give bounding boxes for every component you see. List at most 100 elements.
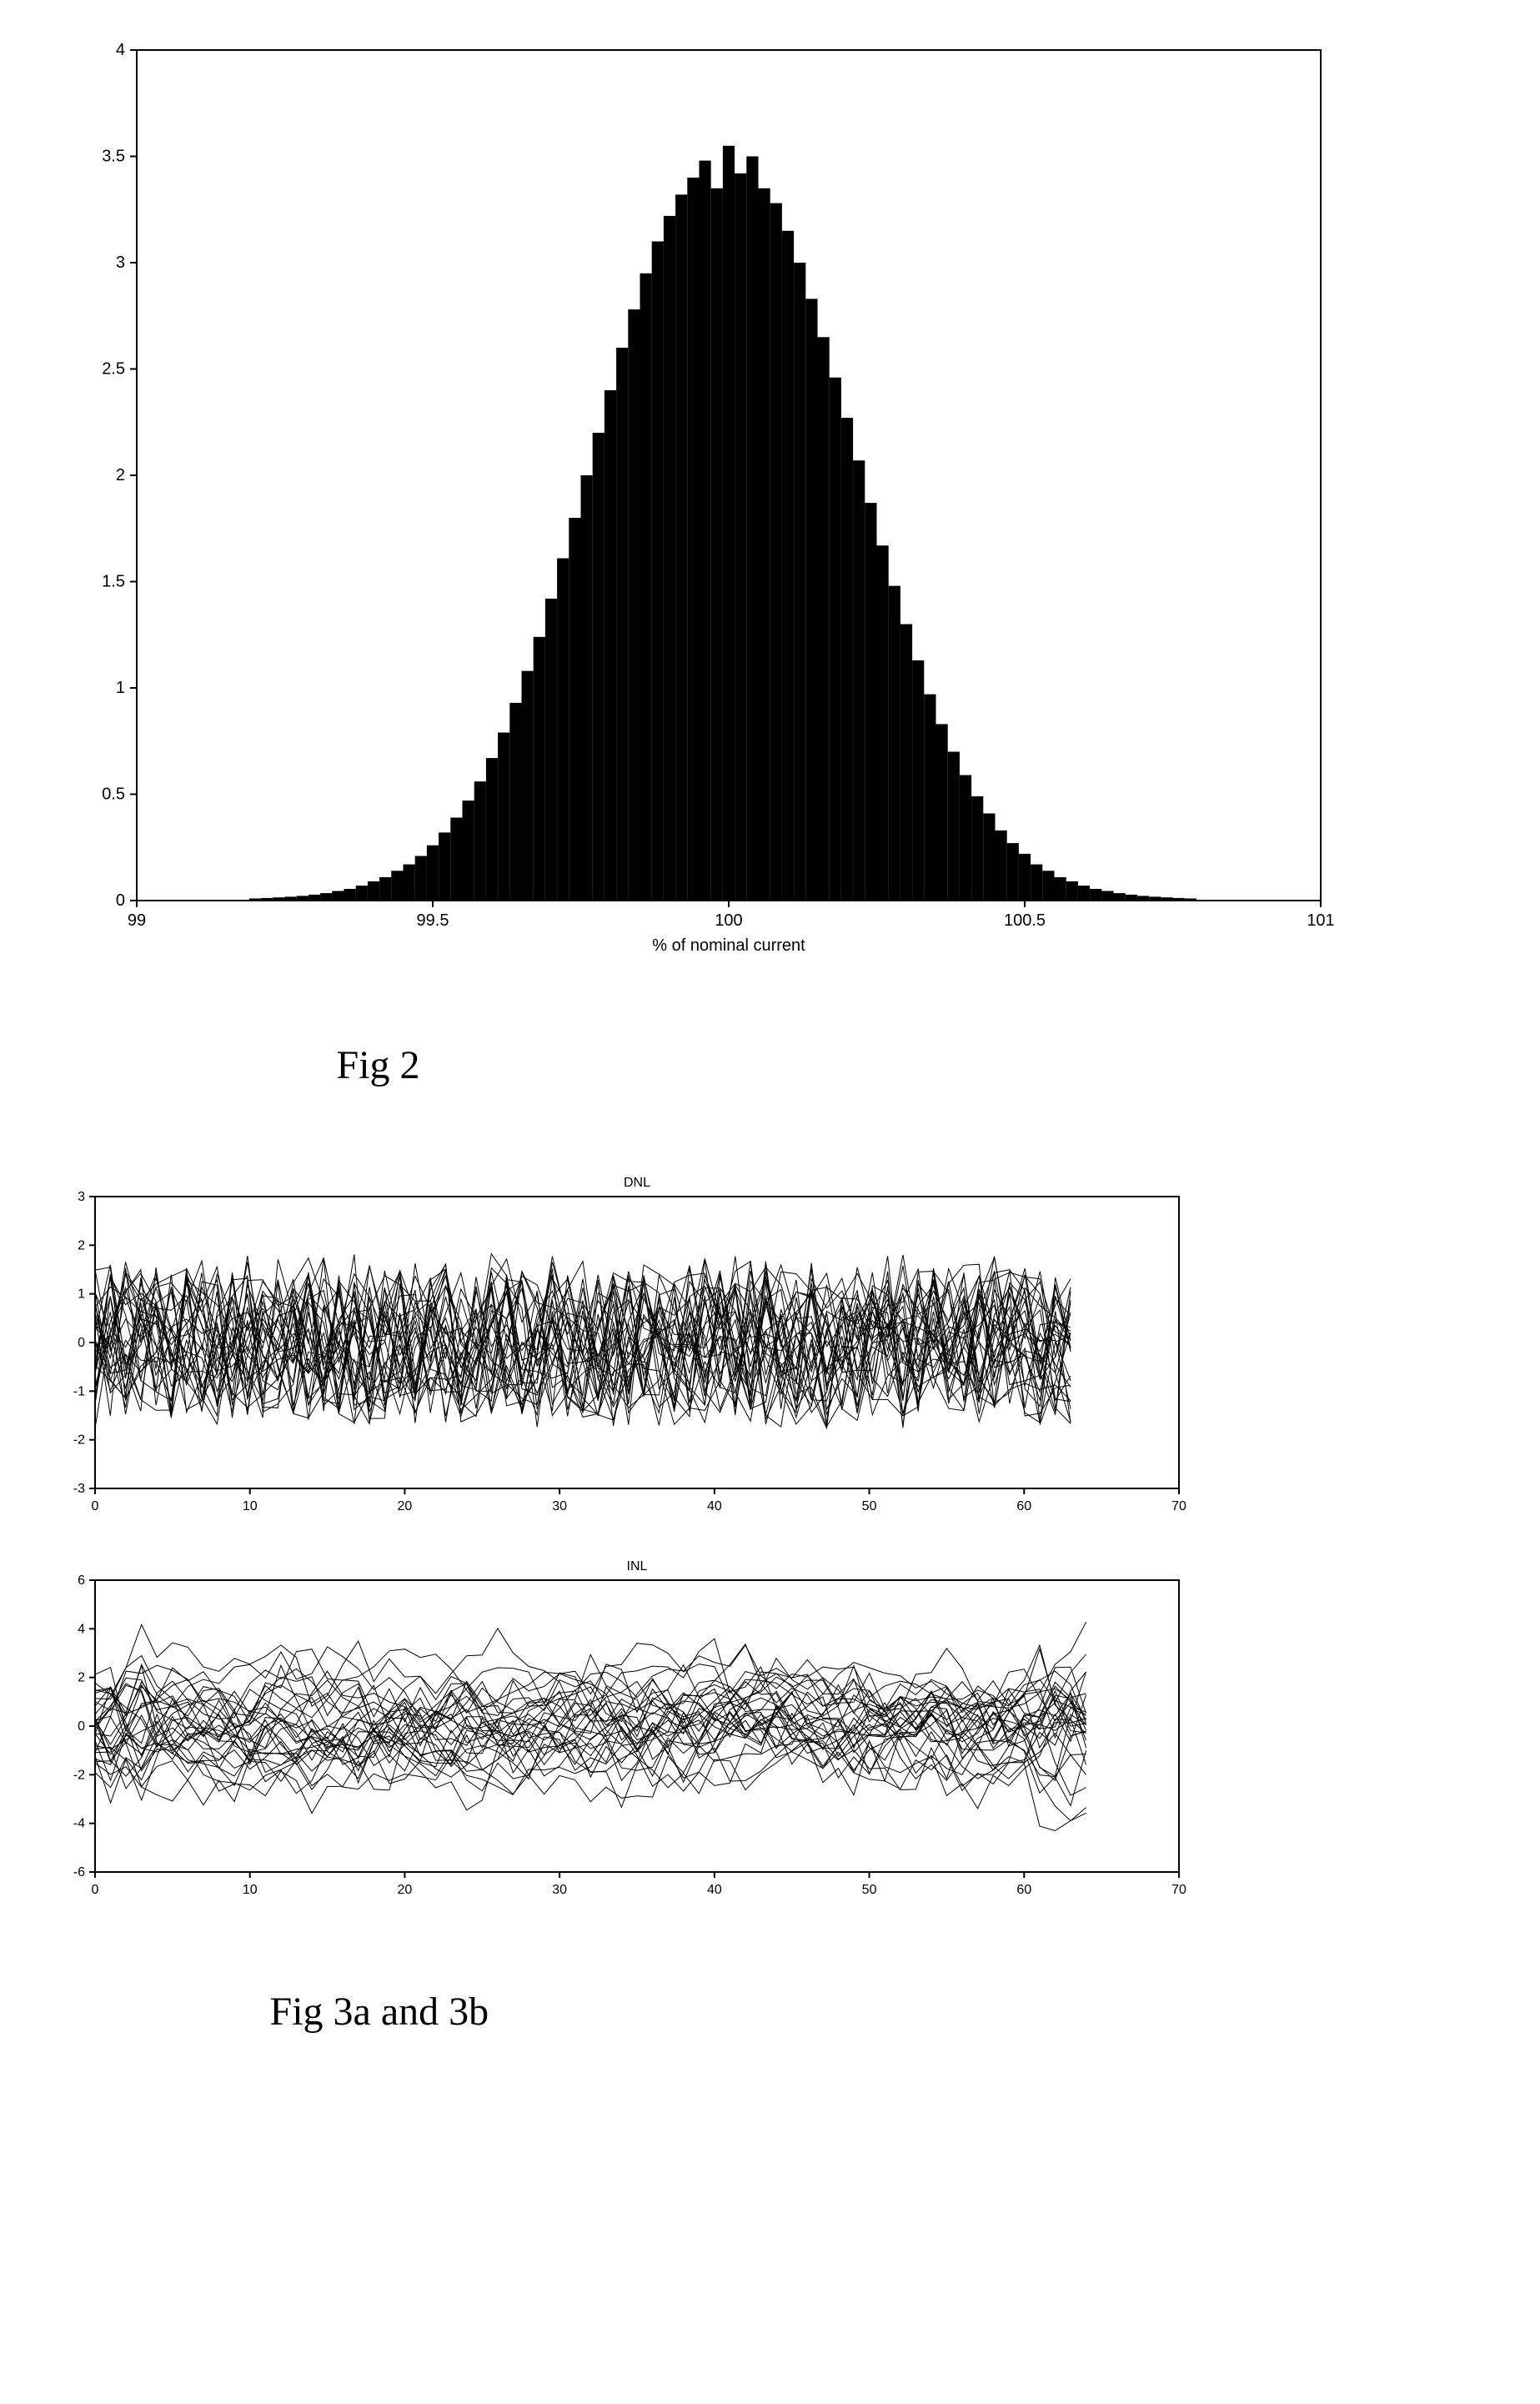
histogram-bar — [521, 671, 533, 901]
histogram-bar — [817, 337, 829, 901]
y-tick-label: -4 — [73, 1817, 84, 1831]
histogram-bar — [474, 781, 485, 901]
trace-line — [95, 1256, 1071, 1425]
histogram-bar — [628, 309, 640, 901]
histogram-bar — [273, 897, 284, 901]
histogram-bar — [1184, 899, 1196, 901]
x-tick-label: 0 — [91, 1499, 98, 1513]
y-tick-label: 3.5 — [102, 148, 125, 166]
y-tick-label: -2 — [73, 1433, 84, 1448]
x-tick-label: 20 — [397, 1883, 412, 1897]
histogram-bar — [367, 881, 379, 901]
y-tick-label: -3 — [73, 1482, 84, 1496]
histogram-bar — [557, 559, 569, 901]
histogram-bar — [616, 348, 628, 901]
histogram-bar — [1031, 865, 1042, 901]
histogram-bar — [1125, 895, 1136, 901]
histogram-bar — [675, 194, 687, 901]
y-tick-label: 1.5 — [102, 573, 125, 591]
trace-line — [95, 1644, 1086, 1809]
histogram-bar — [1172, 898, 1184, 901]
y-tick-label: 1 — [78, 1287, 85, 1302]
y-tick-label: 3 — [78, 1190, 85, 1204]
trace-line — [95, 1257, 1071, 1425]
histogram-bar — [344, 889, 355, 901]
dnl-chart: DNL010203040506070-3-2-10123 — [37, 1163, 1504, 1530]
histogram-bar — [900, 625, 911, 901]
x-tick-label: 40 — [706, 1499, 721, 1513]
histogram-bar — [485, 758, 497, 901]
figure-2-block: 9999.5100100.510100.511.522.533.54% of n… — [37, 33, 1504, 1088]
y-tick-label: 2 — [78, 1238, 85, 1252]
x-tick-label: 70 — [1171, 1883, 1186, 1897]
histogram-bar — [308, 895, 319, 901]
histogram-bar — [391, 871, 403, 901]
histogram-bar — [592, 433, 604, 901]
x-tick-label: 10 — [242, 1883, 257, 1897]
histogram-bar — [426, 846, 438, 901]
x-tick-label: 50 — [861, 1499, 876, 1513]
histogram-bar — [853, 460, 865, 901]
x-tick-label: 99 — [127, 911, 145, 930]
histogram-bar — [1077, 886, 1089, 901]
y-tick-label: 6 — [78, 1573, 85, 1588]
histogram-bar — [758, 188, 770, 901]
histogram-bar — [1149, 896, 1161, 901]
y-tick-label: 4 — [115, 41, 124, 59]
plot-title: INL — [626, 1559, 647, 1573]
y-tick-label: 4 — [78, 1622, 85, 1636]
figure-2-caption: Fig 2 — [337, 1042, 1504, 1088]
y-tick-label: 0.5 — [102, 785, 125, 804]
histogram-bar — [924, 695, 936, 901]
histogram-bar — [403, 865, 414, 901]
histogram-bar — [829, 378, 840, 901]
x-tick-label: 30 — [552, 1499, 567, 1513]
plot-title: DNL — [623, 1176, 650, 1190]
dnl-svg: DNL010203040506070-3-2-10123 — [37, 1163, 1204, 1530]
y-tick-label: 3 — [115, 253, 124, 272]
histogram-bar — [1113, 893, 1125, 901]
x-tick-label: 99.5 — [416, 911, 449, 930]
figure-3a-block: DNL010203040506070-3-2-10123 — [37, 1163, 1504, 1530]
histogram-bar — [959, 775, 971, 901]
trace-line — [95, 1639, 1086, 1765]
histogram-bar — [498, 733, 509, 901]
histogram-bar — [320, 893, 332, 901]
histogram-bar — [1054, 877, 1066, 901]
histogram-bar — [770, 203, 781, 901]
x-tick-label: 50 — [861, 1883, 876, 1897]
histogram-bar — [1090, 889, 1101, 901]
histogram-bar — [794, 263, 805, 901]
histogram-bar — [640, 274, 651, 901]
histogram-bar — [355, 886, 367, 901]
figure-3b-block: INL010203040506070-6-4-20246 Fig 3a and … — [37, 1547, 1504, 2035]
histogram-bar — [1136, 896, 1148, 901]
histogram-bar — [947, 752, 959, 901]
x-tick-label: 30 — [552, 1883, 567, 1897]
histogram-chart: 9999.5100100.510100.511.522.533.54% of n… — [37, 33, 1504, 967]
trace-line — [95, 1258, 1071, 1424]
histogram-bar — [1066, 881, 1077, 901]
y-tick-label: 2 — [115, 466, 124, 484]
x-tick-label: 40 — [706, 1883, 721, 1897]
histogram-bar — [296, 896, 308, 901]
x-tick-label: 20 — [397, 1499, 412, 1513]
histogram-bar — [284, 896, 296, 901]
histogram-bar — [936, 724, 947, 901]
histogram-bar — [983, 814, 995, 901]
x-axis-label: % of nominal current — [652, 936, 805, 955]
histogram-bar — [805, 299, 817, 901]
histogram-bar — [1101, 891, 1113, 901]
histogram-bar — [687, 178, 699, 901]
y-tick-label: -6 — [73, 1865, 84, 1880]
y-tick-label: 1 — [115, 679, 124, 697]
histogram-bar — [971, 796, 983, 901]
histogram-bar — [876, 545, 888, 901]
trace-line — [95, 1656, 1086, 1806]
histogram-bar — [569, 518, 580, 901]
histogram-bar — [995, 831, 1006, 901]
histogram-bar — [888, 586, 900, 901]
histogram-bar — [544, 599, 556, 901]
histogram-bar — [746, 157, 758, 901]
histogram-bar — [450, 818, 462, 901]
